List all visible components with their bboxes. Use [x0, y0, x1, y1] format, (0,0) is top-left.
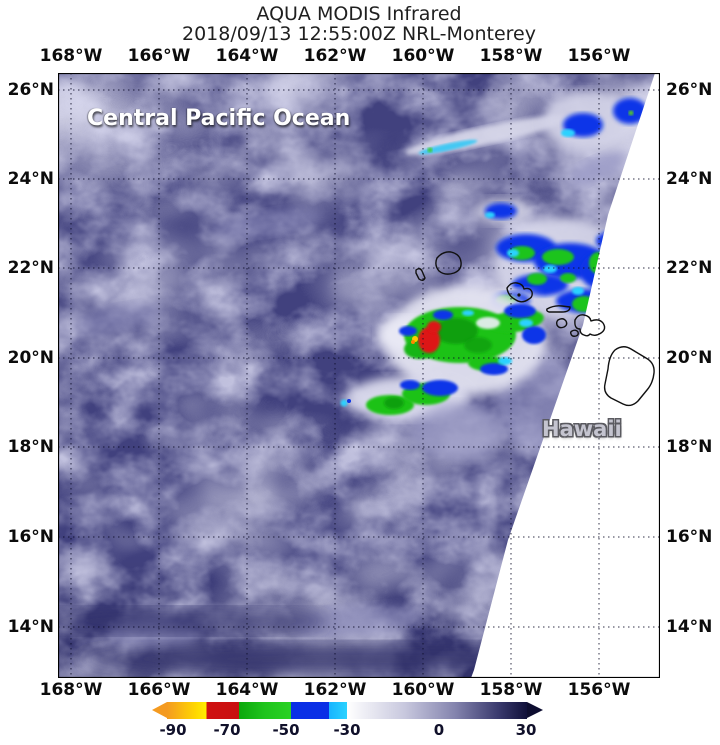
lon-tick-bottom-158w: 158°W: [479, 680, 543, 700]
station-dot: [517, 293, 521, 297]
lat-tick-left-24n: 24°N: [7, 169, 54, 189]
lon-tick-bottom-168w: 168°W: [39, 680, 103, 700]
ocean-label: Central Pacific Ocean: [87, 106, 351, 131]
grid-lines: [58, 73, 660, 678]
small-convective-cell: [475, 197, 531, 225]
lat-tick-left-18n: 18°N: [7, 437, 54, 457]
lon-tick-bottom-156w: 156°W: [567, 680, 631, 700]
satellite-image-svg: [58, 73, 660, 678]
island-niihau: [415, 268, 426, 281]
colorbar-left-arrow: [152, 702, 167, 718]
colorbar-right-arrow: [527, 702, 543, 718]
lon-tick-top-158w: 158°W: [479, 46, 543, 66]
island-hawaii-big-island: [603, 346, 655, 407]
island-molokai: [546, 305, 571, 313]
colorbar-gradient: [167, 702, 527, 719]
lat-tick-left-16n: 16°N: [7, 527, 54, 547]
lat-tick-left-26n: 26°N: [7, 80, 54, 100]
lon-tick-top-156w: 156°W: [567, 46, 631, 66]
lon-tick-top-162w: 162°W: [303, 46, 367, 66]
island-kauai: [435, 251, 462, 275]
lat-tick-right-22n: 22°N: [666, 258, 713, 278]
northeast-convection: [542, 91, 647, 151]
lon-tick-top-164w: 164°W: [215, 46, 279, 66]
colorbar-tick-0: 0: [433, 721, 445, 739]
region-label-hawaii: Hawaii: [542, 417, 622, 441]
island-lanai: [555, 318, 568, 329]
colorbar-tick--50: -50: [272, 721, 300, 739]
lat-tick-right-20n: 20°N: [666, 348, 713, 368]
secondary-convective-band: [340, 376, 503, 459]
island-oahu: [506, 282, 533, 303]
lat-tick-left-14n: 14°N: [7, 617, 54, 637]
page-subtitle: 2018/09/13 12:55:00Z NRL-Monterey: [182, 23, 536, 45]
colorbar-tick--90: -90: [159, 721, 187, 739]
lat-tick-right-18n: 18°N: [666, 437, 713, 457]
lat-tick-right-24n: 24°N: [666, 169, 713, 189]
lon-tick-top-168w: 168°W: [39, 46, 103, 66]
lon-tick-top-166w: 166°W: [127, 46, 191, 66]
island-outlines: [415, 251, 655, 407]
lon-tick-bottom-166w: 166°W: [127, 680, 191, 700]
lon-tick-bottom-162w: 162°W: [303, 680, 367, 700]
swath-edge-whitespace: [471, 73, 660, 678]
colorbar-tick--30: -30: [333, 721, 361, 739]
cirrus-streak: [404, 115, 572, 155]
lat-tick-right-14n: 14°N: [666, 617, 713, 637]
satellite-map: [58, 73, 660, 678]
island-kahoolawe: [569, 329, 579, 337]
lat-tick-left-22n: 22°N: [7, 258, 54, 278]
island-maui: [574, 314, 606, 337]
colorbar-tick--70: -70: [213, 721, 241, 739]
lon-tick-bottom-160w: 160°W: [391, 680, 455, 700]
lat-tick-right-26n: 26°N: [666, 80, 713, 100]
page-title: AQUA MODIS Infrared: [256, 3, 462, 25]
colorbar-tick-30: 30: [515, 721, 537, 739]
lat-tick-right-16n: 16°N: [666, 527, 713, 547]
lon-tick-bottom-164w: 164°W: [215, 680, 279, 700]
lon-tick-top-160w: 160°W: [391, 46, 455, 66]
lat-tick-left-20n: 20°N: [7, 348, 54, 368]
storm-convection-core: [378, 286, 546, 396]
map-frame: [58, 73, 660, 678]
